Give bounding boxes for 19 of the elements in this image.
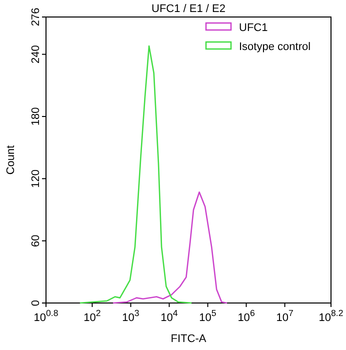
x-tick-label: 10$^{4}$ — [160, 308, 178, 324]
y-tick-label: 120 — [30, 169, 42, 188]
x-tick-label: 10$^{6}$ — [238, 308, 255, 324]
x-axis-title: FITC-A — [170, 333, 207, 345]
legend-label: Isotype control — [239, 41, 311, 53]
y-tick-label: 60 — [30, 234, 42, 247]
y-tick-label: 240 — [30, 45, 42, 64]
chart-title: UFC1 / E1 / E2 — [152, 3, 226, 15]
y-tick-label: 180 — [30, 107, 42, 126]
x-tick-label: 10$^{8.2}$ — [318, 308, 344, 324]
x-tick-label: 10$^{5}$ — [199, 308, 216, 324]
y-tick-label: 0 — [30, 300, 42, 306]
x-tick-label: 10$^{7}$ — [276, 308, 294, 324]
y-tick-label: 276 — [30, 8, 42, 26]
legend-label: UFC1 — [239, 22, 268, 34]
x-tick-label: 10$^{0.8}$ — [34, 308, 58, 324]
x-tick-label: 10$^{3}$ — [122, 308, 140, 324]
x-tick-label: 10$^{2}$ — [84, 308, 101, 324]
y-axis-title: Count — [5, 145, 17, 175]
